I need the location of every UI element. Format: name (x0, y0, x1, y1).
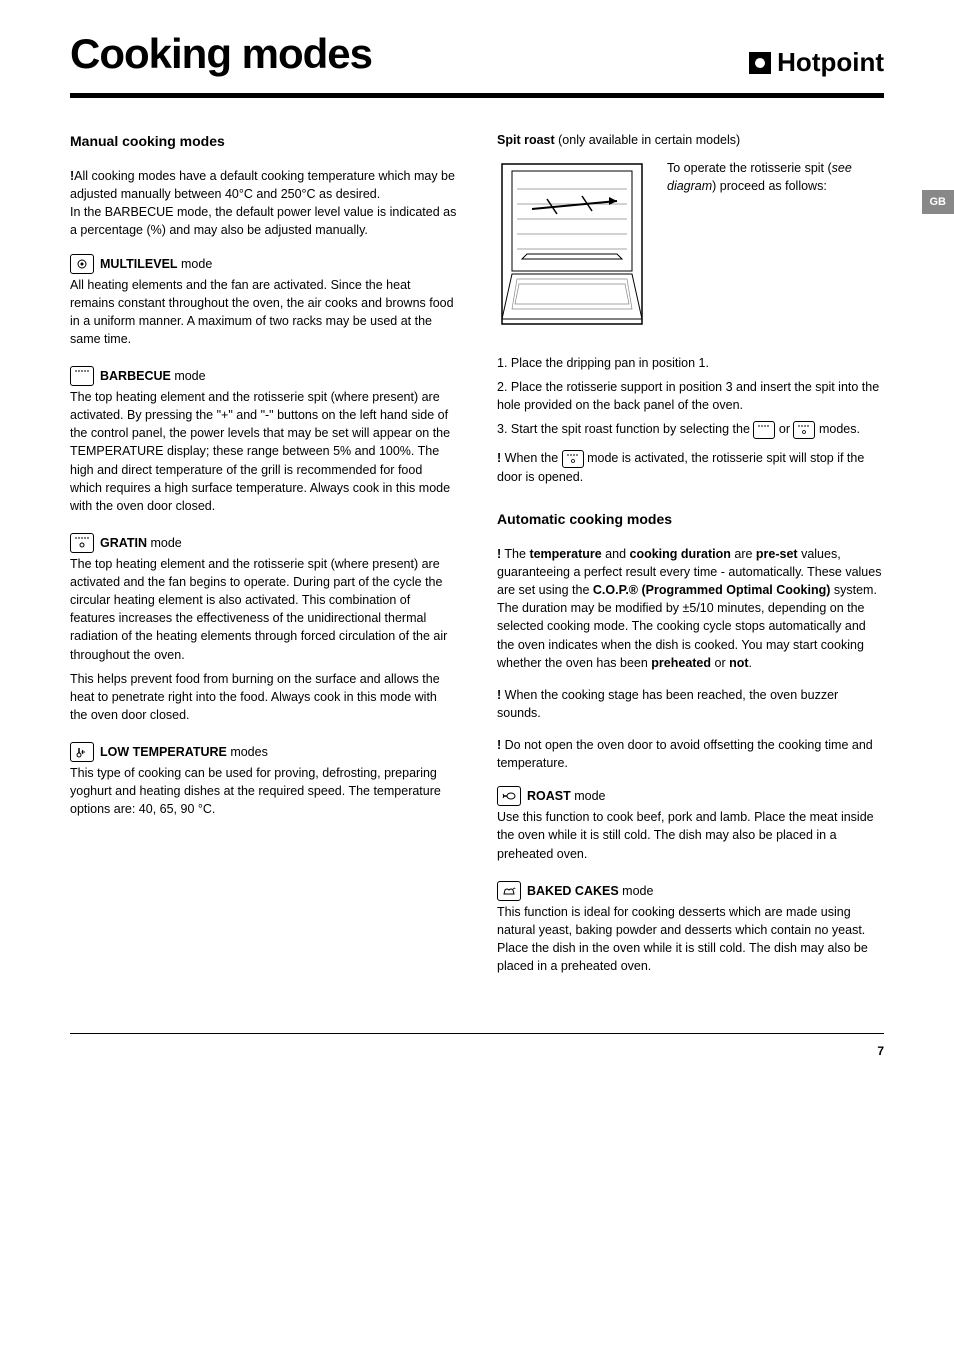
spit-heading: Spit roast (only available in certain mo… (497, 133, 884, 147)
multilevel-label: MULTILEVEL mode (100, 257, 212, 271)
gratin-inline-icon-2 (562, 450, 584, 468)
spit-warning: ! When the mode is activated, the rotiss… (497, 449, 884, 486)
brand-name: Hotpoint (777, 47, 884, 78)
manual-heading: Manual cooking modes (70, 133, 457, 149)
left-column: Manual cooking modes !All cooking modes … (70, 133, 457, 993)
gratin-inline-icon (793, 421, 815, 439)
roast-label: ROAST mode (527, 789, 606, 803)
barbecue-body: The top heating element and the rotisser… (70, 388, 457, 515)
gratin-heading: GRATIN mode (70, 533, 457, 553)
content-area: Manual cooking modes !All cooking modes … (70, 133, 884, 993)
manual-intro-text: All cooking modes have a default cooking… (70, 169, 456, 237)
spit-step-2: 2. Place the rotisserie support in posit… (497, 378, 884, 414)
lowtemp-heading: LOW TEMPERATURE modes (70, 742, 457, 762)
brand-icon (749, 52, 771, 74)
roast-body: Use this function to cook beef, pork and… (497, 808, 884, 862)
gratin-label: GRATIN mode (100, 536, 182, 550)
cakes-icon (497, 881, 521, 901)
lowtemp-icon (70, 742, 94, 762)
page-header: Cooking modes Hotpoint (70, 30, 884, 78)
language-tab: GB (922, 190, 954, 214)
cakes-body: This function is ideal for cooking desse… (497, 903, 884, 976)
manual-intro: !All cooking modes have a default cookin… (70, 167, 457, 240)
auto-p2: ! When the cooking stage has been reache… (497, 686, 884, 722)
page-number: 7 (70, 1044, 884, 1058)
auto-p3: ! Do not open the oven door to avoid off… (497, 736, 884, 772)
barbecue-heading: BARBECUE mode (70, 366, 457, 386)
multilevel-heading: MULTILEVEL mode (70, 254, 457, 274)
lowtemp-body: This type of cooking can be used for pro… (70, 764, 457, 818)
cakes-label: BAKED CAKES mode (527, 884, 653, 898)
barbecue-inline-icon (753, 421, 775, 439)
multilevel-icon (70, 254, 94, 274)
cakes-heading: BAKED CAKES mode (497, 881, 884, 901)
spit-step-1: 1. Place the dripping pan in position 1. (497, 354, 884, 372)
spit-row: To operate the rotisserie spit (see diag… (497, 159, 884, 334)
spit-step-3: 3. Start the spit roast function by sele… (497, 420, 884, 439)
gratin-body-2: This helps prevent food from burning on … (70, 670, 457, 724)
auto-p1: ! The temperature and cooking duration a… (497, 545, 884, 672)
brand-logo: Hotpoint (749, 47, 884, 78)
page-title: Cooking modes (70, 30, 372, 78)
oven-diagram (497, 159, 647, 334)
multilevel-body: All heating elements and the fan are act… (70, 276, 457, 349)
lowtemp-label: LOW TEMPERATURE modes (100, 745, 268, 759)
auto-heading: Automatic cooking modes (497, 511, 884, 527)
barbecue-icon (70, 366, 94, 386)
header-divider (70, 93, 884, 98)
roast-icon (497, 786, 521, 806)
spit-operate-text: To operate the rotisserie spit (see diag… (667, 159, 884, 334)
footer-divider (70, 1033, 884, 1034)
right-column: Spit roast (only available in certain mo… (497, 133, 884, 993)
gratin-body-1: The top heating element and the rotisser… (70, 555, 457, 664)
barbecue-label: BARBECUE mode (100, 369, 206, 383)
roast-heading: ROAST mode (497, 786, 884, 806)
gratin-icon (70, 533, 94, 553)
